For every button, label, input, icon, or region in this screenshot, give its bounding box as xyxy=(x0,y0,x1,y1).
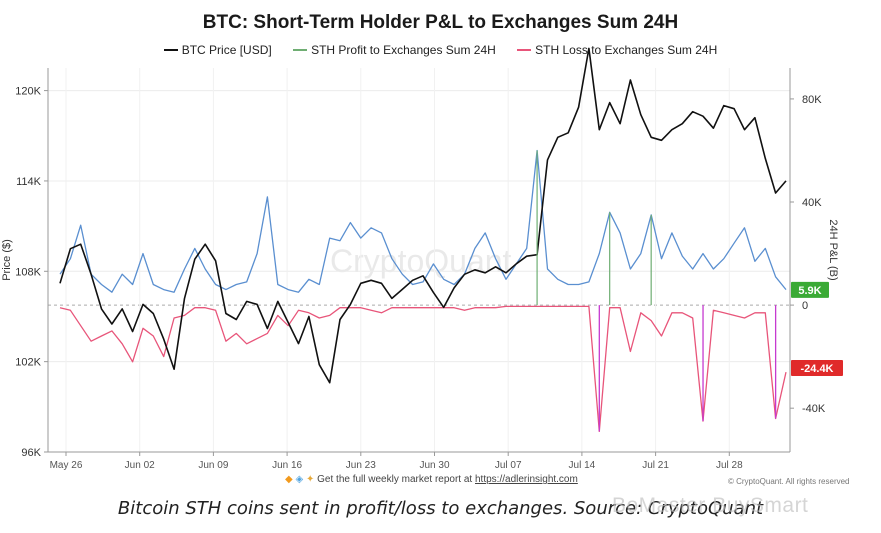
legend-item-profit[interactable]: STH Profit to Exchanges Sum 24H xyxy=(293,43,496,57)
right-tick-label: 40K xyxy=(802,197,822,209)
left-tick-label: 114K xyxy=(16,176,42,188)
left-tick-label: 102K xyxy=(15,357,41,369)
x-tick-label: May 26 xyxy=(50,460,83,471)
x-tick-label: Jul 21 xyxy=(642,460,669,471)
series-line-loss xyxy=(59,305,787,433)
right-axis-title: 24H P&L (B) xyxy=(827,219,839,280)
x-tick-label: Jul 14 xyxy=(569,460,596,471)
legend-item-price[interactable]: BTC Price [USD] xyxy=(163,43,272,57)
right-tick-label: 0 xyxy=(802,300,808,312)
hands-icon: ✦ xyxy=(305,474,315,485)
chart-watermark: CryptoQuant xyxy=(330,243,512,279)
right-tick-label: 80K xyxy=(802,94,822,106)
left-tick-label: 120K xyxy=(15,86,41,98)
copyright-credit: © CryptoQuant. All rights reserved xyxy=(728,477,850,486)
corner-watermark: BoMaster BuySmart xyxy=(612,494,809,517)
legend-label-price: BTC Price [USD] xyxy=(181,43,272,57)
x-tick-label: Jun 09 xyxy=(198,460,228,471)
left-tick-label: 96K xyxy=(21,447,41,459)
legend-label-profit: STH Profit to Exchanges Sum 24H xyxy=(311,43,496,57)
current-profit-badge: 5.9K xyxy=(791,281,829,298)
legend-item-loss[interactable]: STH Loss to Exchanges Sum 24H xyxy=(517,43,717,57)
legend-swatch-profit xyxy=(293,48,308,51)
right-tick-label: -40K xyxy=(802,403,826,415)
current-loss-badge: -24.4K xyxy=(791,359,843,376)
figure-caption: Bitcoin STH coins sent in profit/loss to… xyxy=(117,498,764,519)
badge-box xyxy=(791,281,829,298)
badge-label: 5.9K xyxy=(798,285,821,297)
x-tick-label: Jun 23 xyxy=(346,460,376,471)
legend-label-loss: STH Loss to Exchanges Sum 24H xyxy=(535,43,718,57)
series-line-profit xyxy=(59,149,787,293)
footer-note: ◆ ◈ ✦ Get the full weekly market report … xyxy=(285,474,578,485)
left-tick-label: 108K xyxy=(15,266,41,278)
series-line-price xyxy=(59,47,787,384)
left-axis-title: Price ($) xyxy=(1,239,13,281)
x-tick-label: Jun 16 xyxy=(272,460,302,471)
legend-swatch-price xyxy=(163,48,178,51)
x-tick-label: Jul 28 xyxy=(716,460,743,471)
legend-swatch-loss xyxy=(517,48,532,51)
badge-box xyxy=(791,359,843,376)
x-tick-label: Jun 02 xyxy=(125,460,155,471)
legend: BTC Price [USD] STH Profit to Exchanges … xyxy=(0,43,881,57)
series-layer xyxy=(59,47,787,433)
badge-label: -24.4K xyxy=(800,363,833,375)
footer-text: Get the full weekly market report at xyxy=(317,474,473,485)
footer-link[interactable]: https://adlerinsight.com xyxy=(475,474,578,485)
x-tick-label: Jun 30 xyxy=(419,460,449,471)
gem-icon: ◈ xyxy=(295,474,304,485)
axis-layer: 120K 114K 108K 102K 96K 80K 40K 0 -40K May 26 Jun … xyxy=(1,68,839,471)
chart-title: BTC: Short-Term Holder P&L to Exchanges … xyxy=(202,12,679,33)
badge-layer: 5.9K -24.4K xyxy=(791,281,843,376)
diamond-icon: ◆ xyxy=(285,474,293,485)
x-tick-label: Jul 07 xyxy=(495,460,522,471)
